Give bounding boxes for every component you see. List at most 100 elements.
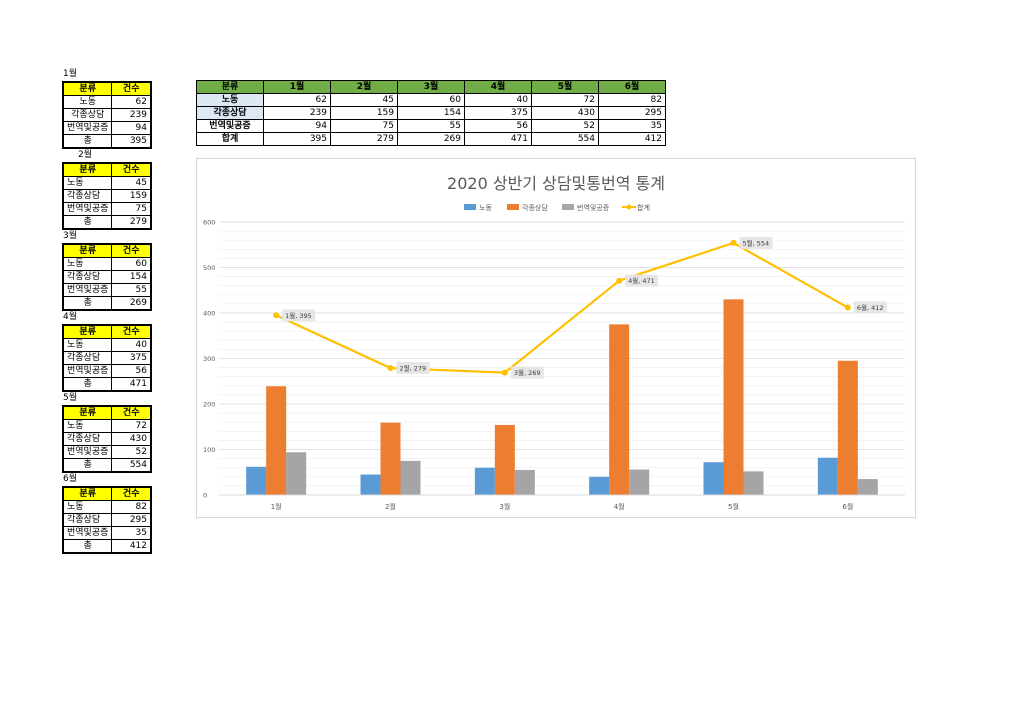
count-cell: 94 — [111, 121, 152, 135]
month-label: 5월 — [63, 393, 78, 403]
total-row: 총 269 — [62, 296, 152, 311]
total-value: 269 — [111, 296, 152, 311]
category-cell: 번역및공증 — [62, 445, 113, 459]
summary-row: 합계 395 279 269 471 554 412 — [196, 132, 666, 146]
y-tick-label: 500 — [203, 264, 215, 272]
data-label: 3월, 269 — [514, 368, 541, 377]
data-label-box — [739, 236, 773, 249]
table-row: 각종상담 239 — [62, 108, 152, 122]
data-label: 1월, 395 — [285, 311, 312, 320]
month-table: 분류 건수 노동 72 각종상담 430 번역및공증 52 총 554 — [62, 405, 152, 473]
summary-row-label: 합계 — [196, 132, 264, 146]
total-label: 총 — [62, 458, 113, 473]
summary-row: 노동 62 45 60 40 72 82 — [196, 93, 666, 107]
x-tick-label: 6월 — [842, 502, 853, 511]
bar — [609, 324, 630, 495]
summary-cell: 395 — [263, 132, 331, 146]
table-row: 노동 62 — [62, 95, 152, 109]
month-label: 2월 — [78, 150, 93, 160]
total-value: 279 — [111, 215, 152, 230]
series-line-total — [275, 241, 849, 374]
line-point — [616, 277, 623, 284]
category-cell: 각종상담 — [62, 189, 113, 203]
category-cell: 노동 — [62, 338, 113, 352]
total-row: 총 279 — [62, 215, 152, 230]
bar — [589, 476, 610, 495]
category-cell: 노동 — [62, 419, 113, 433]
y-tick-label: 100 — [203, 446, 215, 454]
summary-cell: 412 — [598, 132, 666, 146]
count-cell: 75 — [111, 202, 152, 216]
total-row: 총 395 — [62, 134, 152, 149]
table-row: 번역및공증 94 — [62, 121, 152, 135]
bar — [266, 386, 287, 495]
legend-label: 노동 — [479, 204, 492, 212]
count-header: 건수 — [111, 486, 152, 501]
summary-cell: 60 — [397, 93, 465, 107]
category-cell: 각종상담 — [62, 351, 113, 365]
summary-cell: 75 — [330, 119, 398, 133]
total-value: 471 — [111, 377, 152, 392]
bar — [857, 479, 878, 495]
table-row: 각종상담 430 — [62, 432, 152, 446]
total-label: 총 — [62, 377, 113, 392]
total-row: 총 412 — [62, 539, 152, 554]
bar — [380, 422, 401, 495]
bar — [474, 467, 495, 495]
x-tick-label: 1월 — [271, 502, 282, 511]
count-cell: 72 — [111, 419, 152, 433]
y-tick-label: 600 — [203, 219, 215, 227]
category-header: 분류 — [62, 486, 113, 501]
category-cell: 노동 — [62, 176, 113, 190]
table-row: 노동 40 — [62, 338, 152, 352]
month-label: 6월 — [63, 474, 78, 484]
table-row: 번역및공증 55 — [62, 283, 152, 297]
month-label: 4월 — [63, 312, 78, 322]
line-point — [387, 365, 394, 372]
legend-label: 번역및공증 — [577, 203, 610, 212]
line-point — [730, 239, 737, 246]
data-label-box — [396, 362, 430, 375]
bar — [743, 471, 764, 495]
summary-cell: 269 — [397, 132, 465, 146]
total-row: 총 554 — [62, 458, 152, 473]
chart-area[interactable]: 2020 상반기 상담및통번역 통계 노동 각종상담 번역및공증 합계 0 100 200 30… — [196, 158, 916, 518]
data-label: 5월, 554 — [743, 238, 770, 247]
month-table: 분류 건수 노동 82 각종상담 295 번역및공증 35 총 412 — [62, 486, 152, 554]
count-cell: 60 — [111, 257, 152, 271]
total-label: 총 — [62, 134, 113, 149]
month-table: 분류 건수 노동 45 각종상담 159 번역및공증 75 총 279 — [62, 162, 152, 230]
summary-cell: 82 — [598, 93, 666, 107]
count-cell: 56 — [111, 364, 152, 378]
x-tick-label: 5월 — [728, 502, 739, 511]
count-cell: 154 — [111, 270, 152, 284]
total-label: 총 — [62, 539, 113, 554]
data-label-box — [853, 301, 887, 314]
summary-cell: 471 — [464, 132, 532, 146]
bar — [703, 462, 724, 495]
count-header: 건수 — [111, 405, 152, 420]
table-row: 각종상담 159 — [62, 189, 152, 203]
y-tick-label: 200 — [203, 401, 215, 409]
total-label: 총 — [62, 296, 113, 311]
month-label: 1월 — [63, 69, 78, 79]
count-cell: 45 — [111, 176, 152, 190]
category-header: 분류 — [62, 324, 113, 339]
count-header: 건수 — [111, 243, 152, 258]
summary-cell: 295 — [598, 106, 666, 120]
line-point — [844, 304, 851, 311]
bar — [360, 474, 381, 495]
summary-month-header: 4월 — [464, 80, 532, 94]
summary-cell: 45 — [330, 93, 398, 107]
summary-row: 각종상담 239 159 154 375 430 295 — [196, 106, 666, 120]
line-point — [273, 312, 280, 319]
bar — [246, 466, 267, 495]
summary-cell: 239 — [263, 106, 331, 120]
month-table: 분류 건수 노동 62 각종상담 239 번역및공증 94 총 395 — [62, 81, 152, 149]
y-tick-label: 400 — [203, 310, 215, 318]
category-header: 분류 — [62, 162, 113, 177]
total-label: 총 — [62, 215, 113, 230]
month-table: 분류 건수 노동 40 각종상담 375 번역및공증 56 총 471 — [62, 324, 152, 392]
table-row: 각종상담 154 — [62, 270, 152, 284]
count-cell: 295 — [111, 513, 152, 527]
